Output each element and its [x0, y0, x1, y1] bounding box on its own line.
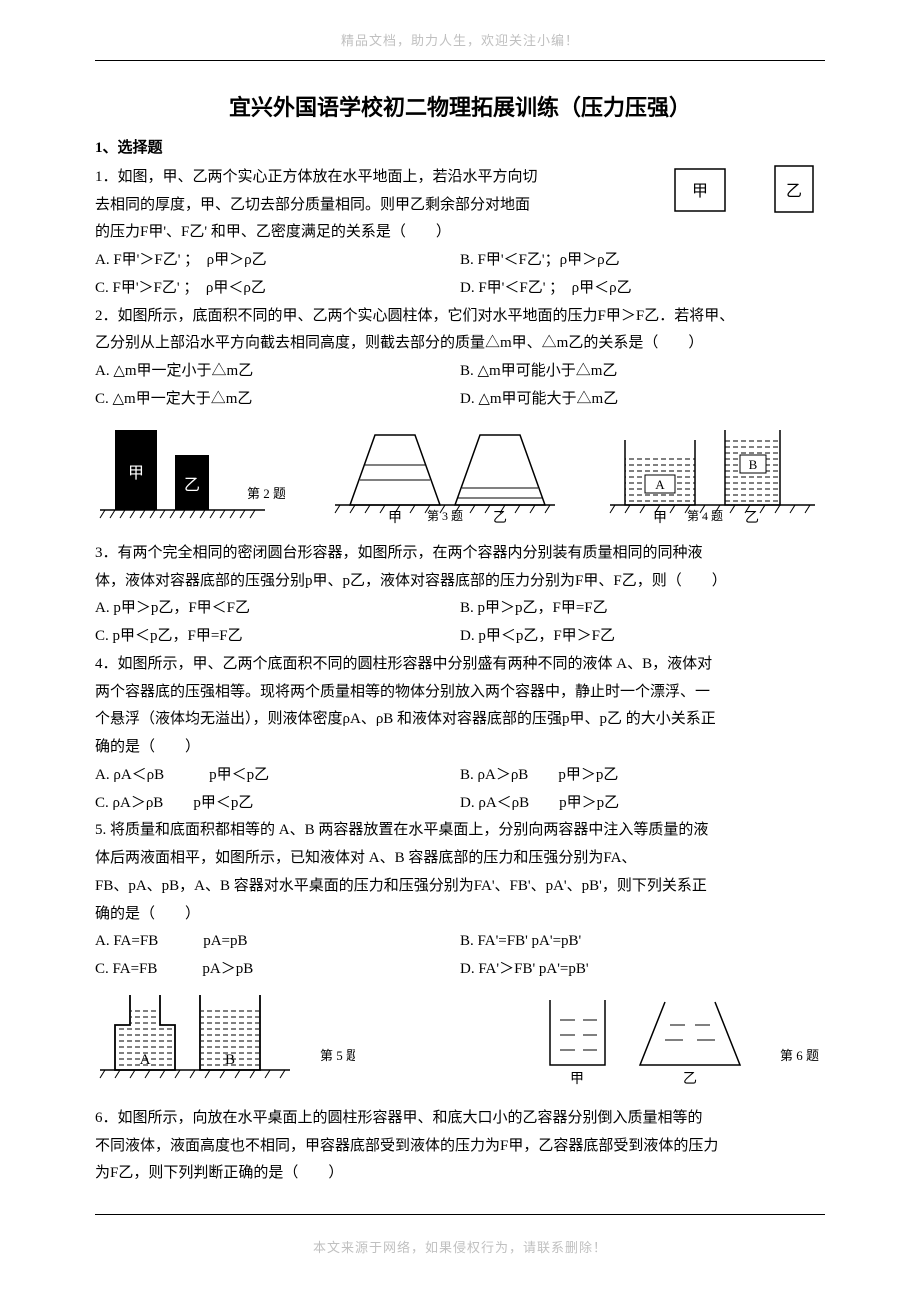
q1-figure: 甲 乙 — [670, 164, 825, 225]
opt-d: D. △m甲可能大于△m乙 — [460, 386, 825, 414]
q2: 2．如图所示，底面积不同的甲、乙两个实心圆柱体，它们对水平地面的压力F甲＞F乙．… — [95, 303, 825, 359]
figure-row-56: A B 第 5 题 甲 — [95, 990, 825, 1097]
page-title: 宜兴外国语学校初二物理拓展训练（压力压强） — [95, 89, 825, 126]
q1-options: A. F甲'＞F乙' ； ρ甲＞ρ乙 B. F甲'＜F乙'；ρ甲＞ρ乙 C. F… — [95, 247, 825, 303]
svg-text:第 3 题: 第 3 题 — [427, 509, 463, 523]
q5: 5. 将质量和底面积都相等的 A、B 两容器放置在水平桌面上，分别向两容器中注入… — [95, 817, 825, 928]
svg-text:B: B — [225, 1052, 235, 1068]
svg-text:甲: 甲 — [570, 1072, 584, 1087]
q5-figure: A B 第 5 题 — [95, 990, 355, 1097]
q3-line: 3．有两个完全相同的密闭圆台形容器，如图所示，在两个容器内分别装有质量相同的同种… — [95, 545, 703, 561]
svg-text:乙: 乙 — [184, 477, 200, 494]
section-heading: 1、选择题 — [95, 136, 825, 162]
opt-d: D. ρA＜ρB p甲＞p乙 — [460, 790, 825, 818]
svg-text:甲: 甲 — [388, 511, 402, 525]
svg-text:第 4 题: 第 4 题 — [687, 509, 723, 523]
q6-line: 为F乙，则下列判断正确的是（ ） — [95, 1165, 343, 1181]
opt-c: C. ρA＞ρB p甲＜p乙 — [95, 790, 460, 818]
svg-text:甲: 甲 — [653, 511, 667, 525]
svg-text:乙: 乙 — [745, 510, 759, 525]
svg-text:第 5 题: 第 5 题 — [320, 1048, 355, 1063]
opt-a: A. F甲'＞F乙' ； ρ甲＞ρ乙 — [95, 247, 460, 275]
opt-b: B. △m甲可能小于△m乙 — [460, 358, 825, 386]
rule-top — [95, 60, 825, 61]
opt-c: C. p甲＜p乙，F甲=F乙 — [95, 623, 460, 651]
opt-d: D. F甲'＜F乙' ； ρ甲＜ρ乙 — [460, 275, 825, 303]
q2-line: 乙分别从上部沿水平方向截去相同高度，则截去部分的质量△m甲、△m乙的关系是（ ） — [95, 335, 703, 351]
q3-line: 体，液体对容器底部的压强分别p甲、p乙，液体对容器底部的压力分别为F甲、F乙，则… — [95, 573, 727, 589]
opt-c: C. △m甲一定大于△m乙 — [95, 386, 460, 414]
q5-line: FB、pA、pB，A、B 容器对水平桌面的压力和压强分别为FA'、FB'、pA'… — [95, 878, 707, 894]
footer-note: 本文来源于网络，如果侵权行为，请联系删除！ — [95, 1237, 825, 1259]
svg-text:甲: 甲 — [128, 465, 144, 482]
q2-figure: 甲 乙 第 2 题 — [95, 420, 285, 532]
opt-a: A. p甲＞p乙，F甲＜F乙 — [95, 595, 460, 623]
svg-text:乙: 乙 — [493, 510, 507, 525]
q2-options: A. △m甲一定小于△m乙 B. △m甲可能小于△m乙 C. △m甲一定大于△m… — [95, 358, 825, 414]
svg-text:第 6 题: 第 6 题 — [780, 1048, 819, 1063]
svg-text:B: B — [749, 457, 758, 472]
opt-b: B. FA'=FB' pA'=pB' — [460, 928, 825, 956]
q5-options: A. FA=FB pA=pB B. FA'=FB' pA'=pB' C. FA=… — [95, 928, 825, 984]
q6-line: 不同液体，液面高度也不相同，甲容器底部受到液体的压力为F甲，乙容器底部受到液体的… — [95, 1138, 718, 1154]
fig-label: 甲 — [692, 183, 708, 200]
svg-text:A: A — [655, 477, 665, 492]
fig-label: 乙 — [786, 183, 802, 200]
q1-line: 的压力F甲'、F乙' 和甲、乙密度满足的关系是（ ） — [95, 224, 451, 240]
svg-text:乙: 乙 — [683, 1071, 697, 1087]
q5-line: 确的是（ ） — [95, 906, 200, 922]
svg-text:A: A — [140, 1052, 151, 1068]
q5-line: 5. 将质量和底面积都相等的 A、B 两容器放置在水平桌面上，分别向两容器中注入… — [95, 822, 708, 838]
q4-line: 两个容器底的压强相等。现将两个质量相等的物体分别放入两个容器中，静止时一个漂浮、… — [95, 684, 710, 700]
header-note: 精品文档，助力人生，欢迎关注小编！ — [95, 30, 825, 52]
q3-options: A. p甲＞p乙，F甲＜F乙 B. p甲＞p乙，F甲=F乙 C. p甲＜p乙，F… — [95, 595, 825, 651]
q4-line: 个悬浮（液体均无溢出），则液体密度ρA、ρB 和液体对容器底部的压强p甲、p乙 … — [95, 711, 716, 727]
opt-a: A. △m甲一定小于△m乙 — [95, 358, 460, 386]
opt-b: B. p甲＞p乙，F甲=F乙 — [460, 595, 825, 623]
q1-line: 去相同的厚度，甲、乙切去部分质量相同。则甲乙剩余部分对地面 — [95, 197, 530, 213]
q6-line: 6．如图所示，向放在水平桌面上的圆柱形容器甲、和底大口小的乙容器分别倒入质量相等… — [95, 1110, 703, 1126]
opt-d: D. p甲＜p乙，F甲＞F乙 — [460, 623, 825, 651]
q6-figure: 甲 乙 第 6 题 — [525, 990, 825, 1097]
q1-line: 1．如图，甲、乙两个实心正方体放在水平地面上，若沿水平方向切 — [95, 169, 538, 185]
svg-text:第 2 题: 第 2 题 — [247, 486, 285, 501]
opt-b: B. ρA＞ρB p甲＞p乙 — [460, 762, 825, 790]
q6: 6．如图所示，向放在水平桌面上的圆柱形容器甲、和底大口小的乙容器分别倒入质量相等… — [95, 1105, 825, 1188]
rule-bottom — [95, 1214, 825, 1215]
opt-b: B. F甲'＜F乙'；ρ甲＞ρ乙 — [460, 247, 825, 275]
opt-d: D. FA'＞FB' pA'=pB' — [460, 956, 825, 984]
q4-line: 4．如图所示，甲、乙两个底面积不同的圆柱形容器中分别盛有两种不同的液体 A、B，… — [95, 656, 712, 672]
q4-figure: A B 甲 乙 第 4 题 — [605, 420, 825, 532]
q4-options: A. ρA＜ρB p甲＜p乙 B. ρA＞ρB p甲＞p乙 C. ρA＞ρB p… — [95, 762, 825, 818]
figure-row-234: 甲 乙 第 2 题 — [95, 420, 825, 532]
q4: 4．如图所示，甲、乙两个底面积不同的圆柱形容器中分别盛有两种不同的液体 A、B，… — [95, 651, 825, 762]
q1: 甲 乙 1．如图，甲、乙两个实心正方体放在水平地面上，若沿水平方向切 去相同的厚… — [95, 164, 825, 247]
q2-line: 2．如图所示，底面积不同的甲、乙两个实心圆柱体，它们对水平地面的压力F甲＞F乙．… — [95, 308, 734, 324]
opt-a: A. FA=FB pA=pB — [95, 928, 460, 956]
opt-c: C. FA=FB pA＞pB — [95, 956, 460, 984]
opt-c: C. F甲'＞F乙' ； ρ甲＜ρ乙 — [95, 275, 460, 303]
q4-line: 确的是（ ） — [95, 739, 200, 755]
q3: 3．有两个完全相同的密闭圆台形容器，如图所示，在两个容器内分别装有质量相同的同种… — [95, 540, 825, 596]
opt-a: A. ρA＜ρB p甲＜p乙 — [95, 762, 460, 790]
q3-figure: 甲 乙 第 3 题 — [330, 420, 560, 532]
q5-line: 体后两液面相平，如图所示，已知液体对 A、B 容器底部的压力和压强分别为FA、 — [95, 850, 636, 866]
